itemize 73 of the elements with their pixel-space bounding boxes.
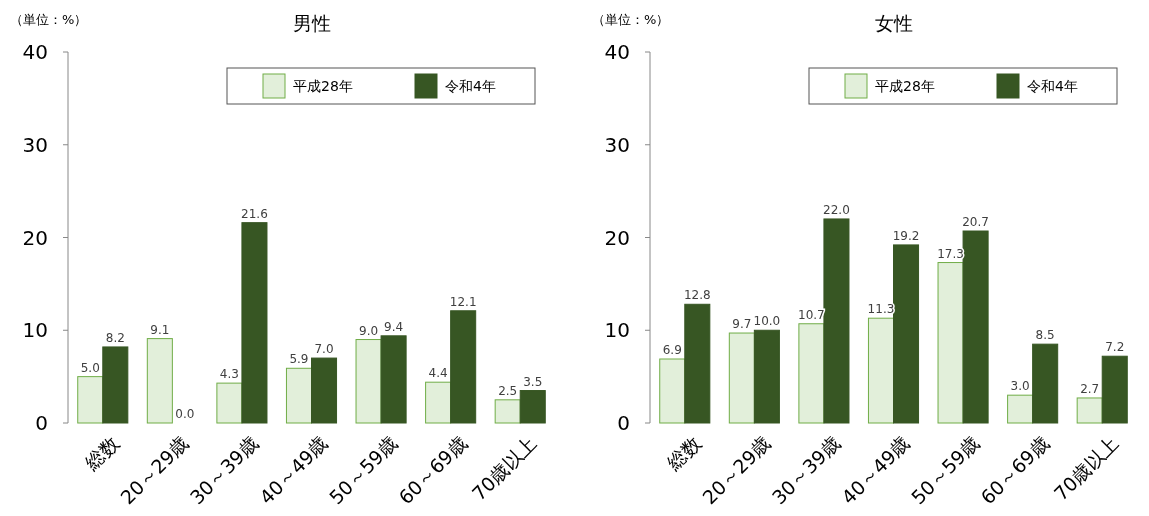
data-label: 5.9 (289, 352, 309, 367)
x-tick-label: 総数 (661, 431, 706, 475)
bar (753, 329, 780, 424)
data-label: 19.2 (892, 228, 920, 243)
bar (867, 317, 894, 424)
data-label: 8.5 (1035, 328, 1055, 343)
bar (285, 367, 312, 424)
data-label: 21.6 (241, 206, 268, 221)
data-label: 3.5 (523, 374, 543, 389)
data-label: 4.4 (428, 366, 448, 381)
bar (311, 357, 338, 424)
y-tick-label: 10 (604, 318, 630, 343)
legend-label: 令和4年 (445, 77, 496, 94)
y-tick-label: 0 (35, 411, 48, 435)
data-label: 20.7 (962, 215, 989, 230)
y-tick-label: 40 (22, 40, 48, 64)
y-tick-label: 0 (617, 411, 630, 435)
data-label: 10.0 (753, 314, 781, 329)
x-tick-label: 総数 (79, 431, 124, 475)
chart-title: 男性 (292, 12, 331, 34)
bar (684, 303, 711, 424)
data-label: 7.2 (1105, 340, 1125, 355)
bar (728, 332, 755, 424)
y-tick-label: 30 (22, 132, 48, 157)
bar (519, 390, 546, 424)
bar (1101, 355, 1128, 424)
bar (450, 310, 477, 424)
data-label: 2.5 (498, 383, 518, 398)
bar (1032, 343, 1059, 424)
data-label: 3.0 (1010, 379, 1030, 394)
data-label: 2.7 (1080, 381, 1100, 396)
data-label: 4.3 (219, 367, 239, 382)
bar (102, 346, 129, 424)
y-axis-title: （単位：%） (10, 12, 88, 27)
data-label: 17.3 (937, 246, 964, 261)
y-tick-label: 20 (604, 225, 630, 250)
y-tick-label: 30 (604, 132, 630, 157)
legend-label: 平成28年 (875, 77, 935, 94)
legend-label: 令和4年 (1027, 77, 1078, 94)
bar (494, 399, 521, 424)
bar (355, 339, 382, 424)
data-label: 9.0 (359, 323, 379, 338)
data-label: 22.0 (823, 202, 850, 217)
y-tick-label: 20 (22, 225, 48, 250)
bar (893, 244, 920, 424)
data-label: 5.0 (80, 360, 100, 375)
data-label: 12.1 (449, 294, 477, 309)
bar (216, 382, 243, 424)
bar (1007, 394, 1034, 424)
bar (146, 338, 173, 424)
bar (380, 335, 407, 424)
bar (823, 218, 850, 424)
bar (425, 381, 452, 424)
bar (798, 323, 825, 424)
y-axis-title: （単位：%） (592, 12, 670, 27)
data-label: 7.0 (314, 342, 334, 357)
bar (1076, 397, 1103, 424)
bar (241, 222, 268, 424)
legend-label: 平成28年 (293, 77, 353, 94)
data-label: 0.0 (175, 407, 195, 421)
data-label: 9.1 (150, 322, 170, 337)
data-label: 9.7 (732, 317, 752, 332)
y-tick-label: 10 (22, 318, 48, 343)
data-label: 6.9 (662, 343, 682, 357)
bar (77, 376, 104, 424)
data-label: 8.2 (105, 330, 125, 345)
y-tick-label: 40 (604, 40, 630, 64)
data-label: 9.4 (384, 319, 404, 334)
bar (937, 262, 964, 424)
data-label: 12.8 (683, 288, 711, 303)
bar (962, 230, 989, 424)
bar (659, 358, 686, 424)
chart-title: 女性 (874, 12, 913, 34)
